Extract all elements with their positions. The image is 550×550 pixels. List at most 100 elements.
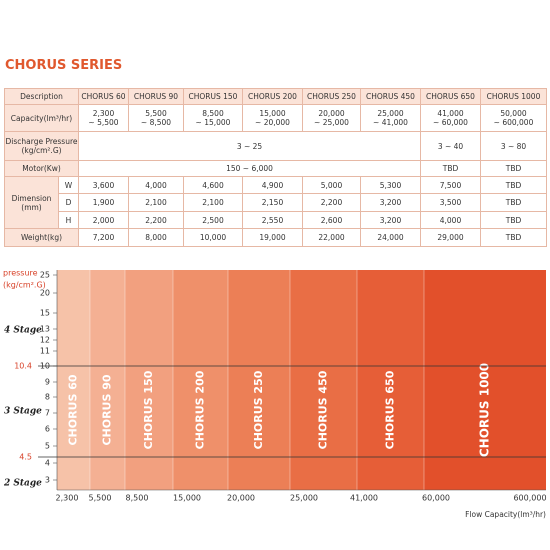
flow-tick: 2,300	[56, 494, 79, 503]
pressure-tick: 15	[40, 309, 50, 318]
pressure-axis-title: (kg/cm².G)	[3, 281, 46, 290]
row-label: Weight(kg)	[4, 228, 79, 247]
cell-text: CHORUS 200	[248, 92, 297, 101]
model-label: CHORUS 450	[317, 370, 330, 449]
table-cell: 5,500 ~ 8,500	[128, 104, 184, 132]
cell-text: ~ 8,500	[140, 118, 172, 127]
stage-label: 4 Stage	[4, 326, 42, 336]
pressure-tick: 12	[40, 336, 50, 345]
cell-text: 2,200	[320, 198, 343, 207]
cell-text: W	[64, 180, 73, 190]
cell-text: TBD	[505, 215, 522, 225]
cell-text: CHORUS 60	[81, 92, 126, 101]
table-row: D 1,900 2,100 2,100 2,150 2,200 3,200 3,500 TBD	[5, 193, 547, 212]
model-band	[424, 270, 546, 490]
table-cell: 3,600	[78, 176, 129, 194]
cell-text: 4,900	[261, 180, 284, 190]
table-cell: 8,500 ~ 15,000	[183, 104, 243, 132]
cell-text: TBD	[442, 164, 459, 173]
cell-text: 15,000	[259, 109, 286, 118]
cell-text: 22,000	[318, 233, 345, 242]
table-cell: 8,000	[128, 228, 184, 247]
cell-text: 2,100	[202, 198, 224, 207]
cell-text: D	[65, 198, 72, 207]
cell-text: Motor(Kw)	[22, 164, 61, 173]
cell-text: ~ 600,000	[493, 118, 534, 127]
flow-tick: 5,500	[89, 494, 112, 503]
table-cell: 29,000	[420, 228, 481, 247]
cell-text: 2,100	[145, 198, 167, 207]
flow-tick: 600,000	[513, 494, 546, 503]
cell-text: 29,000	[437, 233, 464, 242]
table-cell: 50,000 ~ 600,000	[480, 104, 547, 132]
pressure-tick: 11	[40, 347, 50, 356]
axis-label: H	[58, 211, 79, 229]
table-cell: 4,600	[183, 176, 243, 194]
cell-text: ~ 41,000	[373, 118, 408, 127]
table-cell: 4,900	[242, 176, 303, 194]
flow-tick: 41,000	[350, 494, 378, 503]
flow-tick: 25,000	[290, 494, 318, 503]
cell-text: 2,500	[202, 215, 224, 225]
cell-text: Discharge Pressure (kg/cm².G)	[5, 137, 78, 155]
model-label: CHORUS 650	[384, 370, 397, 449]
pressure-tick: 7	[45, 409, 50, 418]
pressure-tick: 8	[45, 393, 50, 402]
cell-text: CHORUS 450	[366, 92, 415, 101]
header-cell: CHORUS 60	[78, 88, 129, 105]
cell-text: ~ 20,000	[255, 118, 290, 127]
table-row: H 2,000 2,200 2,500 2,550 2,600 3,200 4,000 TBD	[5, 211, 547, 229]
table-cell: 41,000 ~ 60,000	[420, 104, 481, 132]
cell-text: CHORUS 150	[188, 92, 238, 101]
header-cell: CHORUS 1000	[480, 88, 547, 105]
cell-text: 5,300	[379, 180, 402, 190]
cell-text: 20,000	[318, 109, 345, 118]
model-band	[125, 270, 173, 490]
table-cell: 2,550	[242, 211, 303, 229]
cell-text: 3,200	[379, 215, 402, 225]
table-cell: TBD	[480, 228, 547, 247]
model-label: CHORUS 60	[67, 374, 80, 445]
model-band	[228, 270, 290, 490]
cell-text: Weight(kg)	[20, 233, 63, 242]
header-cell: CHORUS 200	[242, 88, 303, 105]
table-cell: 22,000	[302, 228, 361, 247]
cell-text: 5,500	[145, 109, 167, 118]
table-cell: 2,100	[128, 193, 184, 212]
cell-text: 41,000	[437, 109, 464, 118]
table-cell: 15,000 ~ 20,000	[242, 104, 303, 132]
pressure-tick: 25	[40, 271, 50, 280]
model-band	[357, 270, 424, 490]
cell-text: CHORUS 650	[426, 92, 475, 101]
table-cell: TBD	[420, 160, 481, 177]
model-band	[90, 270, 125, 490]
table-cell: 4,000	[420, 211, 481, 229]
cell-text: ~ 60,000	[433, 118, 468, 127]
model-label: CHORUS 1000	[478, 363, 492, 457]
table-cell: 2,200	[128, 211, 184, 229]
table-cell: 7,500	[420, 176, 481, 194]
cell-text: 24,000	[377, 233, 404, 242]
axis-label: D	[58, 193, 79, 212]
cell-text: 3,200	[379, 198, 402, 207]
table-cell: 2,600	[302, 211, 361, 229]
table-cell: 3,500	[420, 193, 481, 212]
model-band	[57, 270, 90, 490]
table-cell: 3,200	[360, 193, 421, 212]
table-cell: TBD	[480, 160, 547, 177]
cell-text: CHORUS 250	[307, 92, 356, 101]
table-cell: 2,200	[302, 193, 361, 212]
table-row: Capacity(lm³/hr) 2,300 ~ 5,500 5,500 ~ 8,500…	[4, 104, 547, 132]
flow-tick: 15,000	[173, 494, 201, 503]
cell-text: ~ 15,000	[195, 118, 231, 127]
model-label: CHORUS 200	[194, 370, 207, 449]
table-cell: 2,300 ~ 5,500	[78, 104, 129, 132]
cell-text: 8,000	[145, 233, 167, 242]
stage-label: 2 Stage	[3, 479, 42, 489]
cell-text: TBD	[505, 180, 522, 190]
cell-text: TBD	[505, 233, 522, 242]
table-cell: 7,200	[78, 228, 129, 247]
model-band	[173, 270, 228, 490]
cell-text: ~ 25,000	[314, 118, 349, 127]
